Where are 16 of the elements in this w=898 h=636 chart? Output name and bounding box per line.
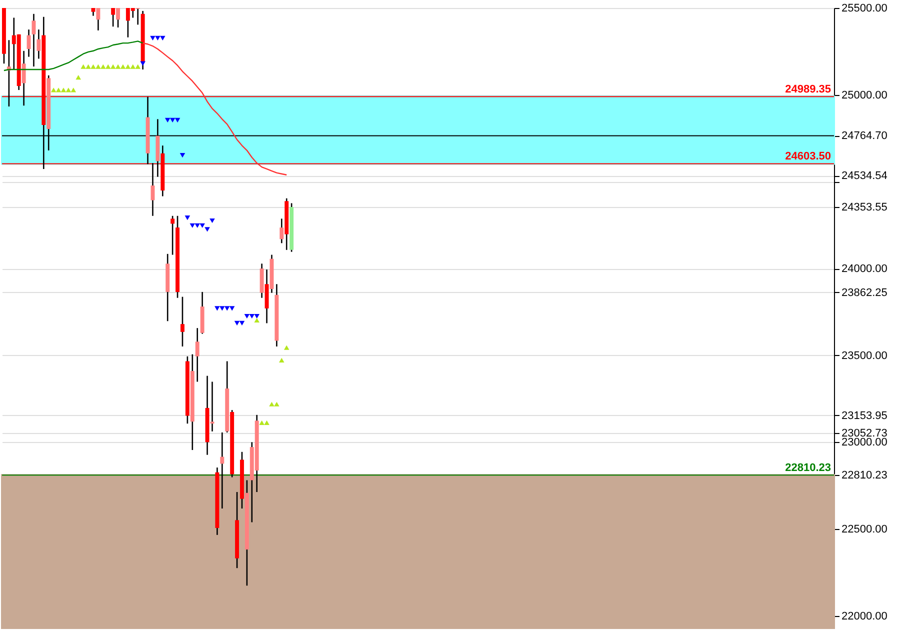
- y-tick-label: 22810.23: [842, 470, 888, 482]
- y-tick-label: 24000.00: [842, 263, 888, 276]
- y-tick-label: 25500.00: [842, 2, 888, 14]
- ref-line-label: 24603.50: [785, 150, 831, 163]
- y-tick-label: 24353.55: [842, 202, 888, 214]
- y-tick-label: 23000.00: [842, 436, 888, 449]
- y-tick-label: 23862.25: [842, 286, 888, 299]
- y-tick-label: 23500.00: [842, 350, 888, 362]
- y-tick-label: 22500.00: [842, 524, 888, 536]
- y-tick-label: 25000.00: [842, 89, 888, 102]
- ref-line-label: 22810.23: [785, 462, 831, 474]
- y-tick-label: 24534.54: [842, 170, 888, 182]
- y-tick-label: 22000.00: [842, 610, 888, 622]
- ref-line-label: 24989.35: [785, 84, 831, 96]
- y-tick-label: 23153.95: [842, 410, 888, 422]
- y-tick-label: 24764.70: [842, 130, 888, 142]
